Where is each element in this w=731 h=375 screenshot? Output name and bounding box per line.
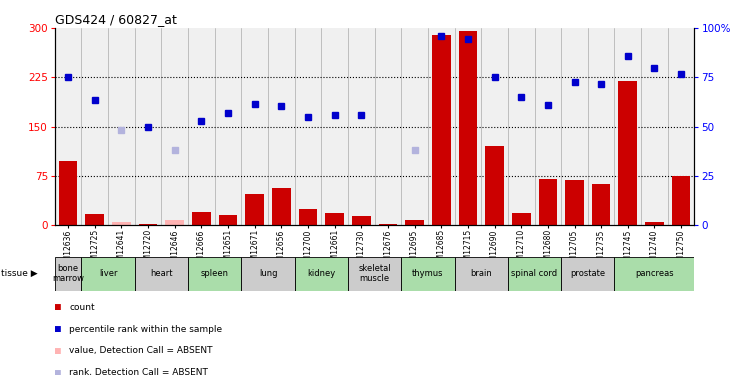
Bar [325,213,344,225]
Bar [615,257,694,291]
Text: liver: liver [99,269,118,278]
Text: thymus: thymus [412,269,444,278]
Bar [299,209,317,225]
Bar [295,257,348,291]
Bar [455,257,508,291]
Text: brain: brain [470,269,492,278]
Bar [672,176,691,225]
Bar [592,184,610,225]
Text: percentile rank within the sample: percentile rank within the sample [69,325,222,334]
Bar [112,222,131,225]
Bar [241,257,295,291]
Bar [405,220,424,225]
Bar [272,188,291,225]
Bar [458,32,477,225]
Bar [508,257,561,291]
Bar [165,220,184,225]
Bar [135,257,188,291]
Bar [219,215,238,225]
Bar [58,160,77,225]
Bar [246,194,264,225]
Text: spinal cord: spinal cord [512,269,558,278]
Bar [348,257,401,291]
Text: bone
marrow: bone marrow [52,264,84,284]
Text: rank, Detection Call = ABSENT: rank, Detection Call = ABSENT [69,368,208,375]
Bar [539,179,557,225]
Bar [188,257,241,291]
Bar [432,35,450,225]
Bar [561,257,615,291]
Text: count: count [69,303,95,312]
Text: ■: ■ [55,324,61,334]
Bar [81,257,135,291]
Text: ■: ■ [55,303,61,312]
Text: pancreas: pancreas [635,269,674,278]
Bar [645,222,664,225]
Text: kidney: kidney [307,269,336,278]
Bar [379,224,397,225]
Bar [485,146,504,225]
Bar [618,81,637,225]
Bar [86,214,104,225]
Text: heart: heart [150,269,173,278]
Text: value, Detection Call = ABSENT: value, Detection Call = ABSENT [69,346,213,355]
Bar [352,216,371,225]
Text: skeletal
muscle: skeletal muscle [358,264,391,284]
Bar [565,180,584,225]
Bar [512,213,531,225]
Bar [139,224,157,225]
Bar [192,212,211,225]
Text: ■: ■ [55,368,61,375]
Bar [55,257,81,291]
Bar [401,257,455,291]
Text: ■: ■ [55,346,61,356]
Text: spleen: spleen [201,269,229,278]
Text: GDS424 / 60827_at: GDS424 / 60827_at [55,13,177,26]
Text: prostate: prostate [570,269,605,278]
Text: tissue ▶: tissue ▶ [1,269,38,278]
Text: lung: lung [259,269,277,278]
